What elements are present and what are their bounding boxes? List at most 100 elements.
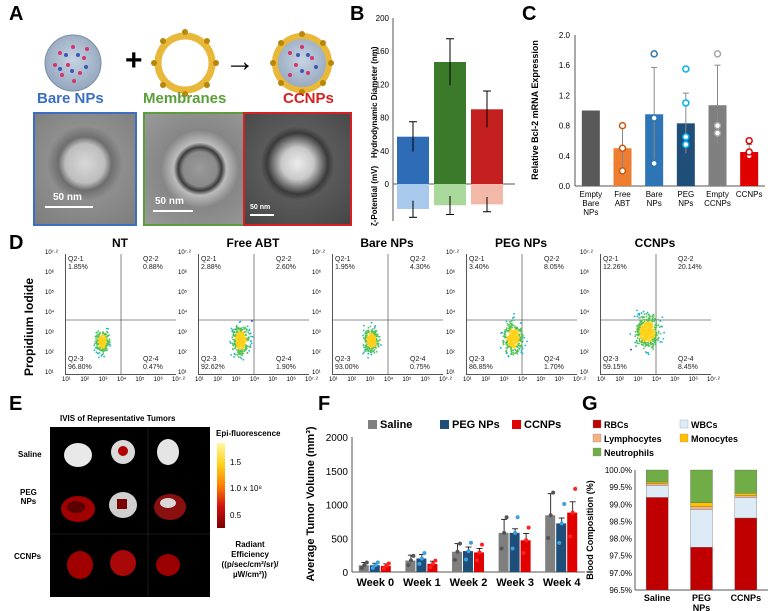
- stacked-segment: [734, 495, 757, 498]
- data-point: [548, 513, 553, 518]
- legend-label: CCNPs: [524, 419, 561, 431]
- cell-event: [500, 332, 503, 334]
- stacked-segment: [690, 509, 713, 548]
- data-point: [650, 114, 658, 122]
- stacked-segment: [646, 469, 669, 483]
- flow-scatter: [199, 254, 309, 374]
- cell-event: [364, 345, 367, 348]
- quadrant-label-q2: Q2-2 4.30%: [410, 256, 430, 271]
- cell-event: [511, 324, 514, 327]
- cell-event: [655, 321, 658, 323]
- cell-event: [241, 343, 244, 346]
- quadrant-label-q1: Q2-1 2.88%: [201, 256, 221, 271]
- cell-event: [366, 343, 369, 345]
- flow-scatter: [66, 254, 176, 374]
- y-tick-label: 40: [380, 147, 389, 156]
- cell-event: [517, 337, 519, 340]
- cell-event: [99, 346, 101, 349]
- x-tick-label: Week 3: [496, 577, 534, 589]
- flow-x-tick: 10⁵: [536, 377, 546, 383]
- cell-event: [362, 337, 365, 339]
- data-point: [682, 140, 690, 149]
- data-point: [480, 542, 484, 547]
- cell-event: [241, 354, 243, 357]
- flow-y-tick: 10³: [312, 330, 321, 336]
- cell-event: [652, 314, 655, 317]
- stacked-segment: [690, 506, 713, 510]
- cell-event: [515, 345, 518, 348]
- cell-event: [372, 333, 374, 336]
- flow-y-tick: 10³: [178, 330, 187, 336]
- cell-event: [654, 342, 657, 345]
- cell-event: [231, 347, 234, 350]
- flow-plot: Q2-1 2.88% Q2-2 2.60% Q2-3 92.62% Q2-4 1.90…: [198, 254, 309, 375]
- data-point: [464, 557, 468, 562]
- cell-event: [369, 342, 371, 344]
- cell-event: [237, 349, 240, 352]
- y-tick-label: 200: [376, 14, 390, 23]
- cell-event: [245, 345, 248, 348]
- x-tick-label: CCNPs: [731, 593, 762, 603]
- cell-event: [652, 336, 655, 338]
- cell-event: [651, 338, 654, 341]
- cell-event: [240, 344, 243, 347]
- quadrant-label-q3: Q2-3 59.15%: [603, 356, 627, 371]
- flow-x-tick: 10¹: [463, 377, 472, 383]
- cell-event: [373, 351, 376, 354]
- data-point: [682, 133, 690, 141]
- cell-event: [654, 327, 657, 330]
- cell-event: [652, 345, 654, 348]
- chart-c: 2.01.61.20.80.40.0EmptyBareNPsFreeABTBar…: [530, 31, 765, 217]
- cell-event: [245, 348, 248, 351]
- legend-swatch: [512, 420, 521, 429]
- bar: [358, 565, 369, 572]
- y-tick-label: 2000: [326, 433, 349, 444]
- quadrant-label-q4: Q2-4 8.45%: [678, 356, 698, 371]
- cell-event: [369, 333, 372, 336]
- scale-label: 50 nm: [155, 196, 184, 207]
- quadrant-label-q1: Q2-1 1.85%: [68, 256, 88, 271]
- data-point: [419, 556, 424, 561]
- membrane-illustration: [151, 29, 219, 97]
- cell-event: [237, 356, 240, 358]
- cell-event: [657, 336, 660, 339]
- cell-event: [505, 320, 508, 323]
- flow-scatter: [333, 254, 443, 374]
- y-tick-label: 1.2: [559, 91, 571, 100]
- cell-event: [512, 337, 515, 340]
- data-point: [570, 510, 575, 515]
- x-tick-label: Empty: [706, 190, 729, 199]
- flow-y-tick: 10²: [580, 350, 589, 356]
- cell-event: [98, 356, 100, 359]
- flow-y-tick: 10⁶: [580, 270, 590, 276]
- data-point: [373, 563, 378, 568]
- cell-event: [364, 336, 367, 339]
- cell-event: [243, 341, 246, 344]
- cell-event: [108, 339, 111, 342]
- cell-event: [244, 337, 247, 340]
- flow-x-tick: 10⁶: [286, 377, 296, 383]
- cell-event: [240, 340, 243, 343]
- label-membranes: Membranes: [143, 90, 227, 107]
- cell-event: [521, 345, 523, 348]
- cell-event: [234, 328, 237, 331]
- flow-y-tick: 10⁵: [45, 290, 55, 296]
- panel-label-g: G: [582, 393, 598, 415]
- cell-event: [365, 332, 368, 335]
- cell-event: [643, 318, 646, 321]
- cell-event: [242, 358, 245, 361]
- flow-x-tick: 10⁵: [135, 377, 145, 383]
- bar: [509, 532, 520, 572]
- legend-swatch: [592, 419, 602, 429]
- cell-event: [648, 323, 651, 326]
- cell-event: [645, 331, 647, 334]
- data-point: [557, 540, 562, 545]
- legend-swatch: [440, 420, 449, 429]
- x-tick-label: Bare: [646, 190, 663, 199]
- cell-event: [519, 322, 522, 324]
- cell-event: [510, 352, 512, 355]
- cell-event: [640, 341, 643, 344]
- stacked-segment: [734, 517, 757, 591]
- y-tick-label: 98.5%: [609, 517, 632, 526]
- cell-event: [648, 345, 650, 348]
